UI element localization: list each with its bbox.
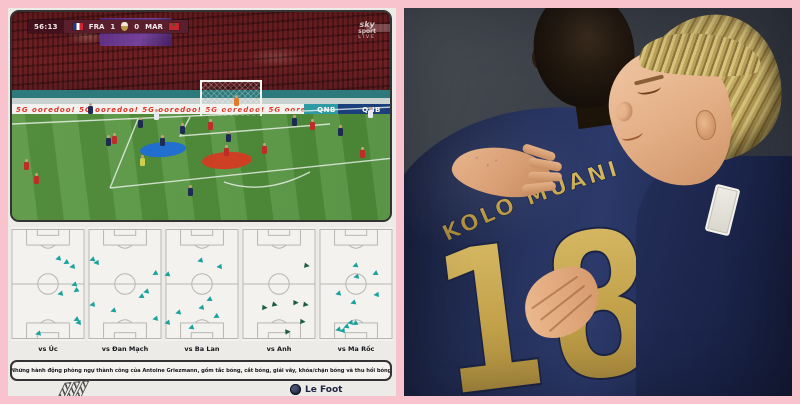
player-figure: [34, 173, 39, 184]
defensive-action-marker: ◀: [53, 253, 62, 263]
pitch-map: ◀ ◀ ◀ ◀ ◀ ◀ ◀ ◀ ◀ vs Úc: [11, 227, 85, 356]
scoreboard: 56:13 FRA 1 0 MAR: [28, 20, 188, 33]
defensive-action-marker: ◀: [93, 258, 100, 268]
mini-pitch-lines: [319, 228, 393, 340]
player-figure: [160, 135, 165, 146]
defensive-action-marker: ◀: [215, 262, 223, 271]
player-figure: [138, 117, 143, 128]
map-label: vs Ma Rốc: [337, 345, 375, 353]
defensive-action-marker: ◀: [56, 289, 64, 299]
defensive-action-marker: ▶: [271, 299, 279, 309]
player-figure: [208, 119, 213, 130]
map-label: vs Úc: [38, 345, 58, 353]
watermark-sport: sport: [358, 28, 376, 36]
pitch-grass: [12, 114, 390, 220]
pitch-lines: [12, 106, 390, 189]
defensive-action-marker: ◀: [151, 314, 158, 324]
pitch-map: ◀ ◀ ◀ ◀ ◀ ◀ ◀ ◀ ◀ vs Ba Lan: [163, 227, 239, 356]
brand-name: Le Foot: [305, 384, 343, 395]
mini-pitch-lines: [88, 228, 162, 340]
mini-pitch: ▶ ▶ ▶ ▶ ▶ ▶ ▶: [242, 227, 316, 341]
analysis-panel: 5G ooredoo! 5G ooredoo! 5G ooredoo! 5G o…: [8, 8, 396, 396]
defensive-action-marker: ▶: [293, 298, 299, 307]
match-clock: 56:13: [28, 20, 64, 33]
mini-pitch-lines: [242, 228, 316, 340]
away-team-abbr: MAR: [145, 22, 163, 31]
player-figure: [310, 119, 315, 130]
football-icon: [290, 384, 301, 395]
finger: [527, 171, 563, 182]
player-figure: [188, 185, 193, 196]
defensive-action-marker: ▶: [284, 327, 291, 336]
mini-pitch-lines: [165, 228, 239, 340]
player-figure: [88, 103, 93, 114]
ad-board: 5G ooredoo! 5G ooredoo! 5G ooredoo! 5G o…: [12, 104, 304, 116]
map-label: vs Anh: [266, 345, 292, 353]
match-video-frame: 5G ooredoo! 5G ooredoo! 5G ooredoo! 5G o…: [10, 10, 392, 222]
caption-text: Những hành động phòng ngự thành công của…: [10, 367, 392, 374]
pitch-map: ◀ ◀ ◀ ◀ ◀ ◀ ◀ ◀ ◀ ◀ ◀ vs Ma Rốc: [319, 227, 393, 356]
celebration-photo: KOLO MUANI 18: [404, 8, 792, 396]
player-figure: [234, 95, 239, 106]
player-figure: [154, 109, 159, 120]
mini-pitch: ◀ ◀ ◀ ◀ ◀ ◀ ◀ ◀ ◀ ◀ ◀: [319, 227, 393, 341]
player-figure: [106, 135, 111, 146]
pitch-maps-row: ◀ ◀ ◀ ◀ ◀ ◀ ◀ ◀ ◀ vs Úc ◀ ◀ ◀ ◀ ◀ ◀ ◀ ◀ vs Đan Mạch ◀ ◀ ◀ ◀ ◀ ◀ ◀…: [11, 227, 393, 356]
player-figure: [262, 143, 267, 154]
morocco-flag-icon: [168, 22, 179, 30]
defensive-action-marker: ◀: [197, 303, 204, 312]
player-figure: [224, 145, 229, 156]
defensive-action-marker: ◀: [68, 261, 75, 271]
mini-pitch: ◀ ◀ ◀ ◀ ◀ ◀ ◀ ◀ ◀: [11, 227, 85, 341]
sky-sport-watermark: sky sport LIVE: [358, 20, 390, 40]
pitch-map: ▶ ▶ ▶ ▶ ▶ ▶ ▶ vs Anh: [242, 227, 316, 356]
player-figure: [368, 107, 373, 118]
player-figure: [24, 159, 29, 170]
pitch-map: ◀ ◀ ◀ ◀ ◀ ◀ ◀ ◀ vs Đan Mạch: [88, 227, 162, 356]
ad-board-text: 5G ooredoo! 5G ooredoo! 5G ooredoo! 5G o…: [16, 106, 304, 114]
map-label: vs Đan Mạch: [101, 345, 149, 353]
mini-pitch: ◀ ◀ ◀ ◀ ◀ ◀ ◀ ◀: [88, 227, 162, 341]
player-figure: [226, 131, 231, 142]
home-team-abbr: FRA: [88, 22, 105, 31]
lefoot-brand: Le Foot: [290, 384, 342, 395]
player-figure: [338, 125, 343, 136]
watermark-sky: sky: [359, 20, 375, 29]
broadcaster-badge: [366, 24, 390, 32]
away-score: 0: [134, 22, 140, 31]
player-figure: [140, 155, 145, 166]
hatched-logo-icon: [55, 380, 90, 396]
defensive-action-marker: ◀: [75, 318, 82, 327]
map-label: vs Ba Lan: [184, 345, 220, 353]
defensive-action-marker: ▶: [261, 303, 269, 312]
defensive-action-marker: ◀: [352, 272, 360, 282]
france-flag-icon: [72, 23, 83, 30]
home-score: 1: [110, 22, 116, 31]
worldcup-emblem-icon: [121, 22, 129, 31]
caption-box: Những hành động phòng ngự thành công của…: [10, 360, 392, 381]
goal-frame: [200, 80, 262, 116]
watermark-live: LIVE: [358, 34, 376, 40]
mini-pitch-lines: [11, 228, 85, 340]
player-figure: [180, 123, 185, 134]
defensive-action-marker: ▶: [299, 316, 306, 326]
player-figure: [112, 133, 117, 144]
player-figure: [292, 115, 297, 126]
player-figure: [360, 147, 365, 158]
defensive-action-marker: ◀: [372, 290, 379, 300]
mini-pitch: ◀ ◀ ◀ ◀ ◀ ◀ ◀ ◀ ◀: [163, 227, 239, 341]
